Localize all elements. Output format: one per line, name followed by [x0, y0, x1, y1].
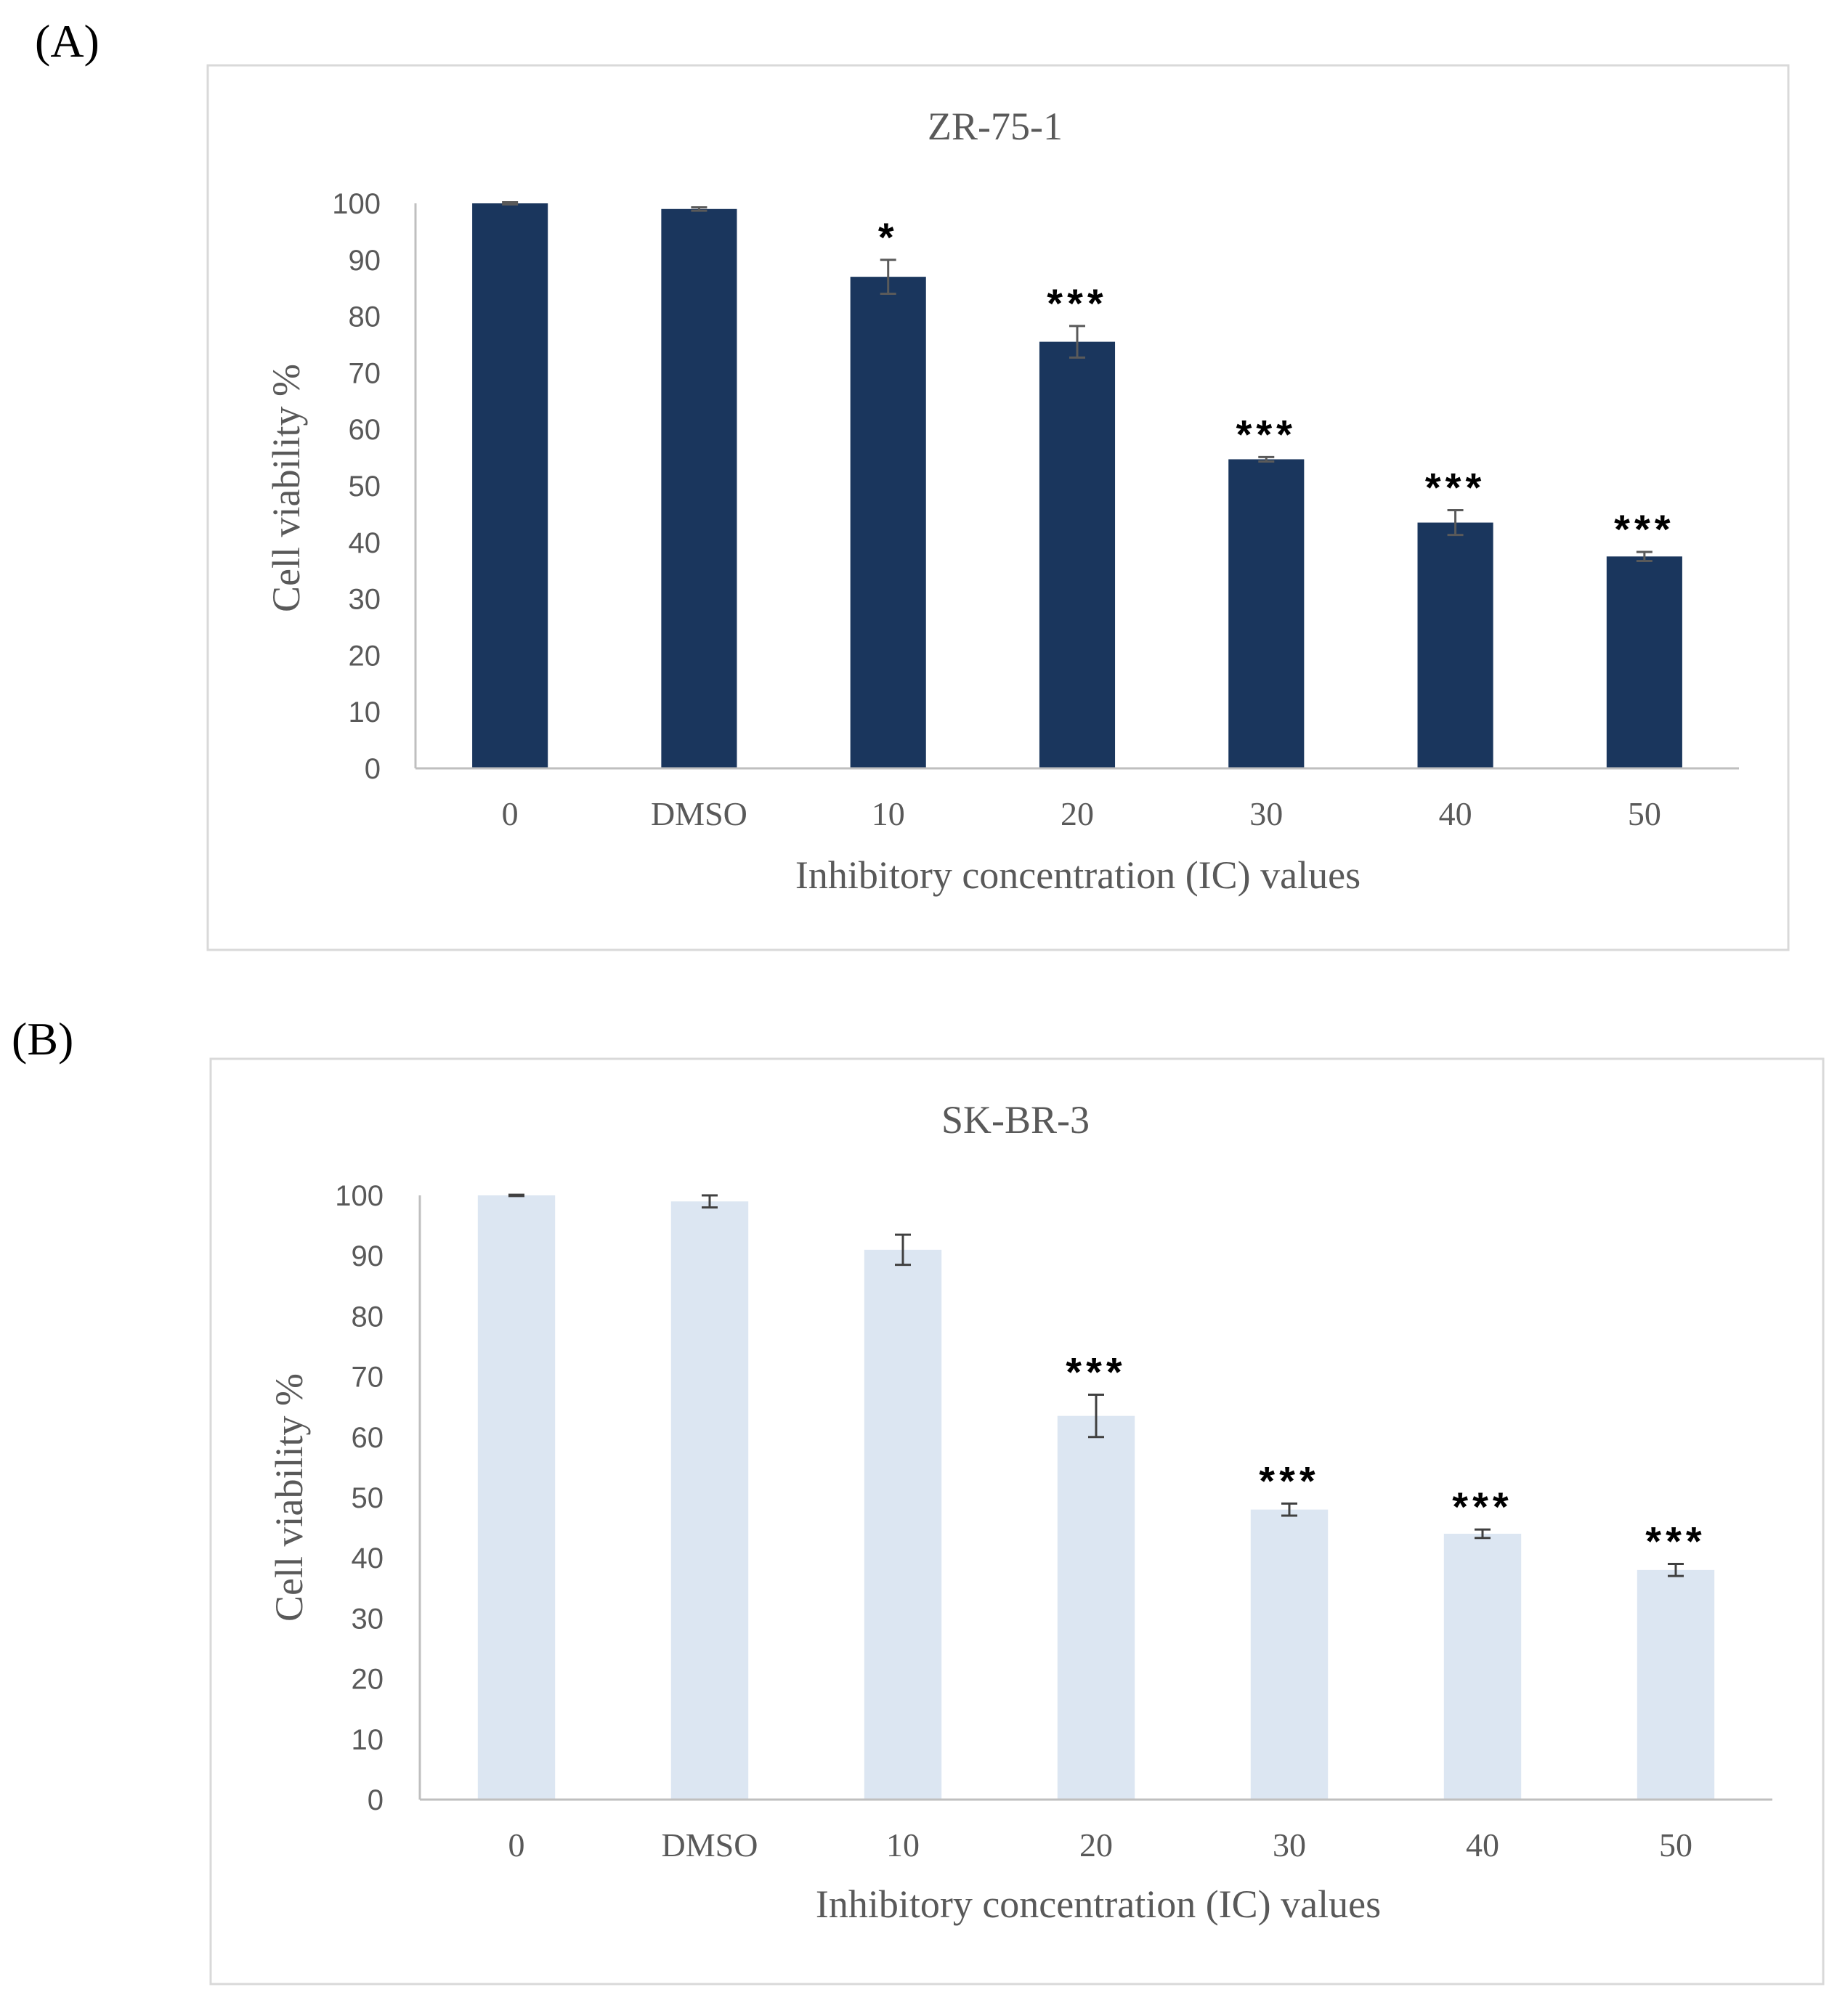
panel-a-error-bar — [1069, 325, 1085, 359]
panel-a-x-tick-label: 10 — [872, 795, 905, 832]
panel-b-significance-label: *** — [1066, 1349, 1126, 1395]
panel-b-label: (B) — [12, 1013, 73, 1065]
panel-b: (B) SK-BR-3 Cell viability % Inhibitory … — [12, 1013, 1825, 1985]
panel-a-y-tick-label: 100 — [332, 188, 381, 220]
panel-a-bar — [1417, 522, 1493, 768]
panel-a-label: (A) — [35, 15, 100, 67]
panel-b-x-tick-label: DMSO — [662, 1826, 758, 1863]
panel-b-error-bar — [1281, 1502, 1297, 1517]
panel-b-error-bar — [702, 1194, 718, 1209]
panel-a-x-tick-label: 40 — [1439, 795, 1472, 832]
panel-b-x-tick-label: 30 — [1273, 1826, 1306, 1863]
panel-b-y-tick-label: 80 — [352, 1301, 384, 1333]
panel-b-significance-label: *** — [1452, 1484, 1512, 1529]
panel-a-y-tick-label: 90 — [349, 245, 381, 277]
panel-a-x-axis-title: Inhibitory concentration (IC) values — [795, 853, 1361, 897]
panel-b-y-tick-label: 30 — [352, 1603, 384, 1635]
panel-a-y-tick-label: 30 — [349, 584, 381, 616]
panel-b-error-bar — [508, 1193, 524, 1198]
panel-a-significance-label: *** — [1047, 280, 1107, 326]
panel-b-bar — [1057, 1415, 1135, 1800]
panel-a-y-axis-title: Cell viability % — [264, 364, 308, 612]
panel-a-x-tick-label: 50 — [1628, 795, 1661, 832]
panel-b-x-tick-label: 0 — [508, 1826, 525, 1863]
panel-a-bar — [1039, 341, 1116, 768]
panel-b-y-axis-title: Cell viability % — [267, 1373, 311, 1622]
panel-a-error-bar — [880, 259, 896, 295]
panel-b-x-tick-label: 40 — [1466, 1826, 1499, 1863]
panel-a-significance-label: *** — [1425, 464, 1485, 510]
panel-b-x-tick-label: 20 — [1079, 1826, 1113, 1863]
panel-b-title: SK-BR-3 — [941, 1098, 1090, 1142]
panel-a-error-bar — [1258, 455, 1275, 463]
panel-a-plot: 0 10 20 30 40 50 60 70 80 90 100 0 DMSO * 10 *** 20 *** 30… — [332, 188, 1739, 832]
panel-b-bar — [477, 1195, 556, 1800]
panel-a-title: ZR-75-1 — [928, 105, 1063, 148]
panel-b-y-tick-label: 90 — [352, 1240, 384, 1272]
panel-a-x-tick-label: 20 — [1061, 795, 1094, 832]
panel-b-significance-label: *** — [1645, 1519, 1706, 1564]
panel-b-y-tick-label: 0 — [368, 1784, 384, 1816]
panel-b-frame — [209, 1057, 1825, 1985]
panel-a-bar — [1606, 556, 1682, 768]
panel-b-error-bar — [1668, 1563, 1684, 1577]
panel-a: (A) ZR-75-1 Cell viability % Inhibitory … — [35, 15, 1790, 951]
panel-a-y-tick-label: 80 — [349, 301, 381, 333]
panel-a-y-tick-label: 20 — [349, 640, 381, 672]
panel-b-significance-label: *** — [1259, 1458, 1319, 1503]
panel-a-frame — [206, 64, 1790, 951]
panel-a-significance-label: * — [878, 214, 899, 260]
panel-a-error-bar — [1447, 508, 1464, 537]
panel-a-bar — [661, 208, 737, 768]
panel-b-error-bar — [1475, 1528, 1491, 1540]
panel-a-y-tick-label: 60 — [349, 414, 381, 446]
panel-a-error-bar — [502, 200, 519, 206]
panel-a-error-bar — [691, 206, 707, 212]
panel-a-x-tick-label: 0 — [502, 795, 519, 832]
panel-b-error-bar — [1088, 1394, 1104, 1439]
panel-b-y-tick-label: 10 — [352, 1724, 384, 1756]
panel-b-x-axis-title: Inhibitory concentration (IC) values — [816, 1882, 1381, 1926]
panel-b-bar — [1250, 1509, 1329, 1800]
panel-b-plot: 0 10 20 30 40 50 60 70 80 90 100 0 DMSO 10 *** 20 *** 30 *… — [335, 1180, 1772, 1863]
panel-b-y-tick-label: 40 — [352, 1543, 384, 1574]
panel-a-significance-label: *** — [1614, 506, 1674, 552]
panel-a-bar — [1228, 459, 1305, 768]
panel-a-y-tick-label: 40 — [349, 527, 381, 559]
panel-a-y-tick-label: 10 — [349, 696, 381, 728]
panel-a-y-tick-label: 0 — [365, 753, 381, 785]
panel-b-x-tick-label: 10 — [886, 1826, 920, 1863]
panel-b-bar — [670, 1201, 749, 1800]
panel-b-bar — [1443, 1533, 1522, 1800]
panel-a-x-tick-label: 30 — [1249, 795, 1283, 832]
panel-a-error-bar — [1636, 550, 1653, 562]
panel-a-y-tick-label: 50 — [349, 471, 381, 503]
panel-a-bar — [472, 203, 548, 768]
panel-b-y-tick-label: 60 — [352, 1422, 384, 1454]
panel-a-y-tick-label: 70 — [349, 357, 381, 389]
panel-b-y-tick-label: 100 — [335, 1180, 384, 1212]
panel-b-bar — [1637, 1569, 1715, 1800]
panel-a-bar — [850, 277, 926, 768]
panel-b-y-tick-label: 20 — [352, 1664, 384, 1696]
panel-b-x-tick-label: 50 — [1659, 1826, 1692, 1863]
panel-b-bar — [864, 1249, 942, 1800]
panel-a-x-tick-label: DMSO — [651, 795, 747, 832]
panel-b-y-tick-label: 50 — [352, 1482, 384, 1514]
panel-b-y-tick-label: 70 — [352, 1362, 384, 1394]
panel-a-significance-label: *** — [1236, 411, 1297, 457]
panel-b-error-bar — [895, 1233, 911, 1267]
